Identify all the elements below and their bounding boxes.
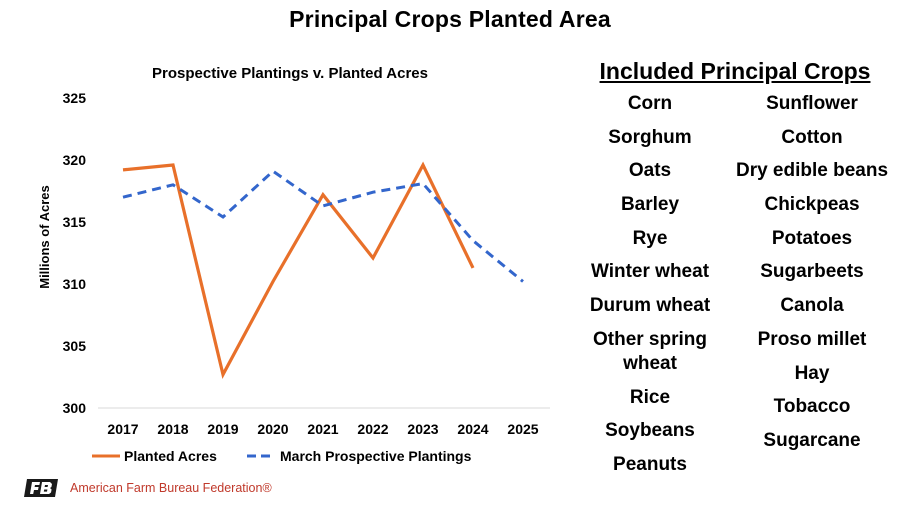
y-tick-label: 325: [63, 90, 87, 106]
x-tick-label: 2017: [107, 421, 138, 437]
crop-item: Barley: [620, 194, 680, 216]
series-line-planted-acres: [122, 161, 475, 379]
crop-item: Sunflower: [766, 93, 858, 114]
crop-item: Rice: [629, 386, 671, 408]
crop-item: Rye: [632, 227, 668, 249]
crop-item: Durum wheat: [589, 295, 711, 317]
crop-item: Hay: [794, 362, 830, 384]
y-axis-ticks: 300 305 310 315 320 325: [63, 90, 87, 416]
organization-name: American Farm Bureau Federation®: [70, 481, 272, 495]
crop-item: Corn: [627, 93, 673, 114]
legend-label: Planted Acres: [124, 448, 217, 464]
legend: Planted Acres March Prospective Plantings: [92, 448, 472, 464]
crop-item: Winter wheat: [590, 261, 710, 283]
y-axis-label: Millions of Acres: [37, 185, 52, 289]
x-tick-label: 2019: [207, 421, 238, 437]
x-tick-label: 2021: [307, 421, 338, 437]
series-line-prospective-plantings: [122, 169, 524, 283]
crop-item: Other spring wheat: [592, 328, 707, 374]
crop-item: Oats: [628, 160, 672, 182]
y-tick-label: 315: [63, 214, 87, 230]
x-tick-label: 2024: [457, 421, 488, 437]
crop-item: Dry edible beans: [735, 160, 889, 182]
crops-heading: Included Principal Crops: [599, 58, 871, 84]
y-tick-label: 300: [63, 400, 87, 416]
fb-logo-icon: [24, 479, 58, 497]
x-tick-label: 2022: [357, 421, 388, 437]
y-tick-label: 320: [63, 152, 87, 168]
crop-item: Cotton: [781, 126, 843, 148]
x-tick-label: 2025: [507, 421, 538, 437]
crop-item: Sugarcane: [763, 429, 861, 451]
chart-title: Prospective Plantings v. Planted Acres: [152, 65, 428, 82]
crop-item: Chickpeas: [764, 194, 860, 216]
included-crops-panel: Included Principal Crops Corn Sorghum Oats…: [570, 58, 900, 475]
series-layer: [122, 161, 524, 379]
crop-item: Canola: [780, 295, 844, 317]
legend-label: March Prospective Plantings: [280, 448, 472, 464]
x-tick-label: 2023: [407, 421, 438, 437]
crop-item: Sorghum: [608, 126, 692, 148]
line-chart: Prospective Plantings v. Planted Acres M…: [37, 65, 550, 464]
y-tick-label: 305: [63, 338, 87, 354]
x-tick-label: 2018: [157, 421, 188, 437]
crop-item: Proso millet: [757, 328, 867, 350]
y-tick-label: 310: [63, 276, 87, 292]
crops-right-column: Sunflower Cotton Dry edible beans Chickpeas…: [732, 92, 892, 463]
x-tick-label: 2020: [257, 421, 288, 437]
crop-item: Soybeans: [605, 420, 695, 442]
page-title: Principal Crops Planted Area: [289, 6, 611, 32]
crop-item: Sugarbeets: [760, 261, 864, 283]
crop-item: Tobacco: [773, 396, 851, 418]
crop-item: Peanuts: [613, 453, 687, 475]
x-axis-ticks: 2017 2018 2019 2020 2021 2022 2023 2024 2025: [107, 421, 538, 437]
crops-left-column: Corn Sorghum Oats Barley Rye Winter wheat Duru…: [570, 92, 730, 487]
crop-item: Potatoes: [771, 227, 853, 249]
